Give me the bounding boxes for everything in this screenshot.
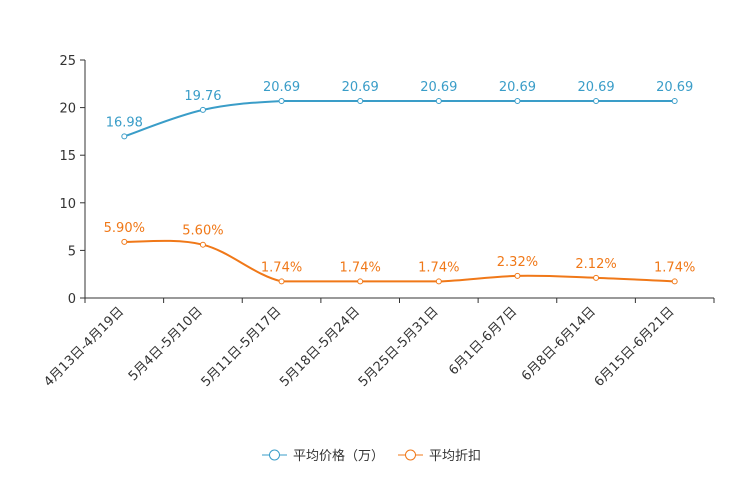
data-point[interactable] — [199, 106, 206, 113]
y-ticks: 0 5 10 15 20 25 — [59, 54, 85, 307]
data-label: 20.69 — [577, 80, 614, 95]
y-tick-label: 15 — [59, 149, 76, 164]
x-tick-label: 6月15日-6月21日 — [592, 304, 678, 390]
data-label: 1.74% — [340, 260, 381, 275]
data-label: 2.12% — [575, 257, 616, 272]
y-tick-label: 10 — [59, 197, 76, 212]
data-label: 20.69 — [656, 80, 693, 95]
data-point[interactable] — [514, 98, 521, 105]
data-label: 20.69 — [263, 80, 300, 95]
data-point[interactable] — [593, 274, 600, 281]
series-line — [124, 239, 675, 283]
data-point[interactable] — [514, 272, 521, 279]
y-tick-label: 0 — [68, 292, 76, 307]
axes — [84, 60, 714, 299]
data-point[interactable] — [199, 241, 206, 248]
x-tick-label: 5月11日-5月17日 — [199, 304, 285, 390]
data-point[interactable] — [121, 133, 128, 140]
legend[interactable]: 平均价格（万） 平均折扣 — [262, 448, 481, 464]
data-point[interactable] — [357, 98, 364, 105]
data-label: 5.60% — [182, 224, 223, 239]
series-line — [123, 100, 675, 138]
legend-item-1[interactable]: 平均价格（万） — [262, 448, 384, 464]
x-tick-label: 6月8日-6月14日 — [519, 304, 599, 384]
data-label: 1.74% — [418, 260, 459, 275]
x-tick-label: 5月4日-5月10日 — [126, 304, 206, 384]
data-label: 20.69 — [499, 80, 536, 95]
data-label: 1.74% — [261, 260, 302, 275]
data-point[interactable] — [121, 238, 128, 245]
data-point[interactable] — [435, 278, 442, 285]
y-tick-label: 25 — [59, 54, 76, 69]
y-tick-label: 20 — [59, 102, 76, 117]
legend-label: 平均折扣 — [429, 449, 481, 464]
legend-label: 平均价格（万） — [293, 448, 384, 464]
data-point[interactable] — [278, 278, 285, 285]
x-tick-label: 5月18日-5月24日 — [277, 304, 363, 390]
data-point[interactable] — [671, 98, 678, 105]
data-point[interactable] — [671, 278, 678, 285]
x-tick-label: 5月25日-5月31日 — [356, 304, 442, 390]
data-label: 20.69 — [342, 80, 379, 95]
series-2: 5.90% 5.60% 1.74% 1.74% 1.74% 2.32% 2.12% 1.74% — [104, 221, 695, 285]
data-label: 20.69 — [420, 80, 457, 95]
x-tick-label: 6月1日-6月7日 — [446, 304, 520, 378]
legend-item-2[interactable]: 平均折扣 — [398, 449, 481, 464]
data-point[interactable] — [435, 98, 442, 105]
data-label: 2.32% — [497, 255, 538, 270]
data-point[interactable] — [278, 98, 285, 105]
data-label: 1.74% — [654, 260, 695, 275]
legend-marker-icon — [269, 449, 280, 461]
x-tick-label: 4月13日-4月19日 — [41, 304, 127, 390]
data-label: 16.98 — [106, 115, 143, 130]
data-point[interactable] — [593, 98, 600, 105]
legend-marker-icon — [405, 449, 416, 461]
data-point[interactable] — [357, 278, 364, 285]
series-layer: 16.98 19.76 20.69 20.69 20.69 20.69 20.69 20.69… — [104, 80, 695, 285]
series-1: 16.98 19.76 20.69 20.69 20.69 20.69 20.69 20.69 — [106, 80, 693, 140]
y-tick-label: 5 — [68, 244, 76, 259]
data-label: 5.90% — [104, 221, 145, 236]
x-ticks: 4月13日-4月19日5月4日-5月10日5月11日-5月17日5月18日-5月… — [41, 298, 715, 390]
data-label: 19.76 — [184, 89, 221, 104]
